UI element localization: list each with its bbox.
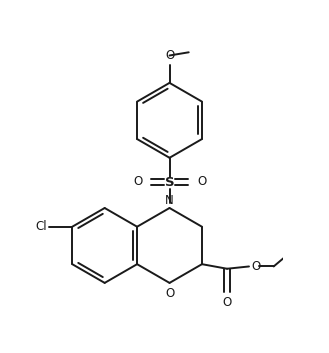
Text: Cl: Cl bbox=[36, 220, 47, 233]
Text: O: O bbox=[252, 260, 261, 273]
Text: N: N bbox=[165, 194, 174, 207]
Text: O: O bbox=[133, 175, 142, 189]
Text: O: O bbox=[197, 175, 206, 189]
Text: O: O bbox=[165, 49, 174, 62]
Text: O: O bbox=[166, 287, 175, 300]
Text: S: S bbox=[165, 176, 174, 190]
Text: O: O bbox=[222, 296, 232, 309]
